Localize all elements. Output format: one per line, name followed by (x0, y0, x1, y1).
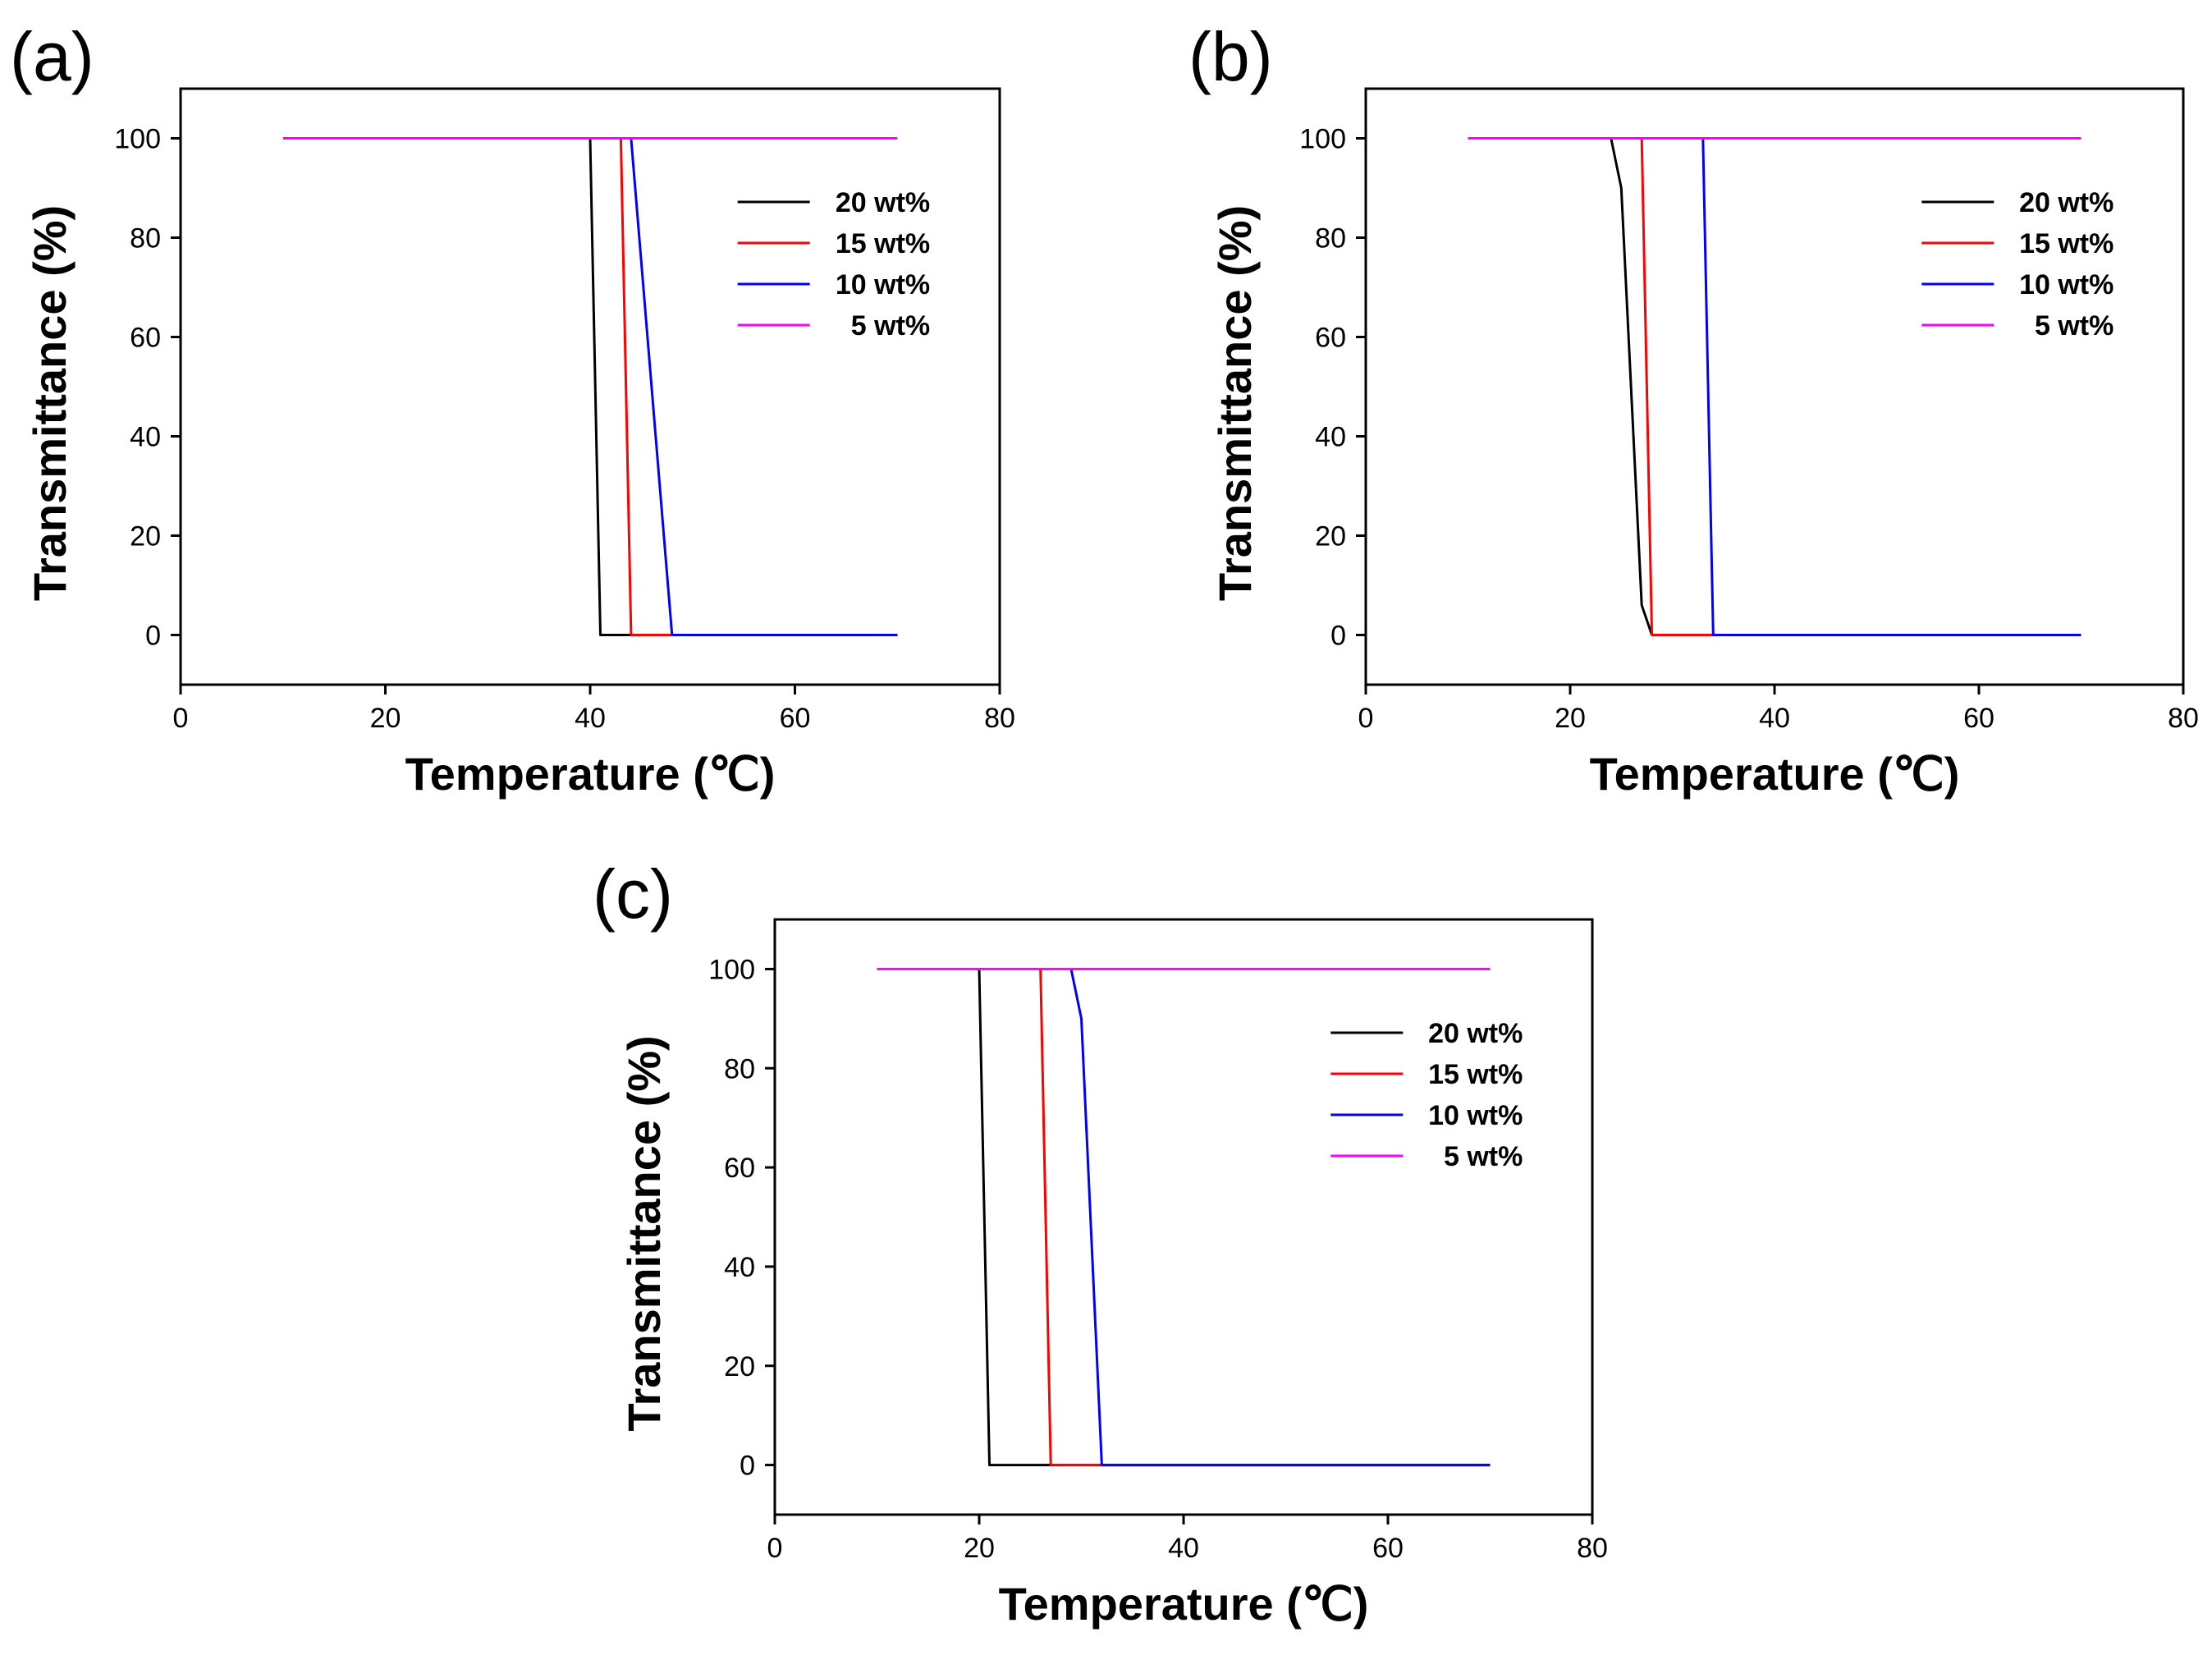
panel-b-y-tick-label: 80 (1315, 223, 1346, 254)
panel-a-x-axis-title: Temperature (℃) (405, 748, 776, 800)
panel-a-y-tick-label: 60 (130, 323, 161, 354)
panel-a-x-tick-label: 60 (780, 703, 811, 734)
panel-b-label: (b) (1188, 18, 1273, 95)
panel-a-y-tick-label: 100 (114, 124, 161, 155)
panel-b-x-axis-title: Temperature (℃) (1590, 748, 1960, 800)
panel-a-x-tick-label: 20 (370, 703, 401, 734)
panel-a-legend-label: 15 wt% (836, 228, 930, 259)
panel-b-y-tick-label: 60 (1315, 323, 1346, 354)
panel-c-series-line-10-wt- (1069, 969, 1491, 1467)
panel-b-legend-label: 20 wt% (2019, 187, 2114, 218)
panel-b-legend-label: 5 wt% (2035, 310, 2114, 342)
panel-c-x-tick-label: 20 (964, 1533, 995, 1564)
panel-b-y-tick-label: 100 (1299, 124, 1346, 155)
panel-b-x-tick-label: 20 (1555, 703, 1586, 734)
panel-b-series-line-10-wt- (1701, 138, 2081, 636)
panel-b-series-line-20-wt- (1610, 138, 2081, 636)
panel-a-chart: (a) 0 20 40 60 80 0 20 40 60 80 100 Temperature (℃) T… (10, 18, 1015, 800)
panel-c-label: (c) (593, 855, 673, 933)
panel-c-y-axis-title: Transmittance (%) (618, 1035, 670, 1431)
panel-c-y-tick-label: 80 (724, 1053, 755, 1084)
panel-c-series-line-20-wt- (978, 969, 1491, 1467)
panel-a-series-line-10-wt- (630, 138, 898, 636)
panel-a-x-tick-label: 0 (173, 703, 189, 734)
panel-c-y-tick-label: 60 (724, 1153, 755, 1184)
panel-a-x-tick-label: 40 (575, 703, 606, 734)
panel-b-x-tick-label: 60 (1963, 703, 1994, 734)
panel-b-legend-label: 15 wt% (2019, 228, 2114, 259)
panel-b-legend-label: 10 wt% (2019, 269, 2114, 300)
panel-b-y-axis-title: Transmittance (%) (1209, 205, 1261, 601)
panel-a-y-axis-title: Transmittance (%) (24, 205, 76, 601)
panel-c-x-tick-label: 80 (1577, 1533, 1608, 1564)
panel-c-x-tick-label: 60 (1372, 1533, 1404, 1564)
panel-c-y-tick-label: 100 (708, 954, 755, 985)
panel-c-x-tick-label: 0 (767, 1533, 783, 1564)
panel-c-y-tick-label: 40 (724, 1252, 755, 1283)
panel-c-legend-label: 10 wt% (1428, 1100, 1523, 1131)
panel-b-x-tick-label: 40 (1759, 703, 1790, 734)
panel-b-y-tick-label: 40 (1315, 422, 1346, 453)
panel-b-y-tick-label: 0 (1330, 621, 1346, 652)
panel-c-chart: (c) 0 20 40 60 80 0 20 40 60 80 100 Temperature (℃) T… (593, 855, 1608, 1630)
panel-c-y-tick-label: 20 (724, 1351, 755, 1382)
panel-c-legend-label: 5 wt% (1444, 1141, 1523, 1172)
panel-a-x-tick-label: 80 (984, 703, 1015, 734)
panel-a-y-tick-label: 80 (130, 223, 161, 254)
panel-a-legend-label: 10 wt% (836, 269, 930, 300)
panel-a-legend-label: 5 wt% (851, 310, 930, 342)
panel-a-y-tick-label: 40 (130, 422, 161, 453)
panel-c-y-tick-label: 0 (740, 1451, 755, 1482)
panel-b-plot-frame (1364, 87, 2185, 686)
panel-a-legend-label: 20 wt% (836, 187, 930, 218)
panel-b-x-tick-label: 0 (1358, 703, 1374, 734)
panel-b-chart: (b) 0 20 40 60 80 0 20 40 60 80 100 Temperature (℃) T… (1188, 18, 2199, 800)
panel-b-x-tick-label: 80 (2168, 703, 2199, 734)
panel-c-legend-label: 20 wt% (1428, 1018, 1523, 1049)
panel-c-x-tick-label: 40 (1168, 1533, 1199, 1564)
panel-a-label: (a) (10, 18, 94, 95)
panel-a-y-tick-label: 20 (130, 521, 161, 552)
panel-c-plot-frame (773, 918, 1594, 1516)
panel-b-y-tick-label: 20 (1315, 521, 1346, 552)
panel-c-x-axis-title: Temperature (℃) (999, 1578, 1369, 1630)
panel-c-series-line-15-wt- (1039, 969, 1491, 1467)
panel-a-y-tick-label: 0 (145, 621, 161, 652)
panel-c-legend-label: 15 wt% (1428, 1059, 1523, 1090)
